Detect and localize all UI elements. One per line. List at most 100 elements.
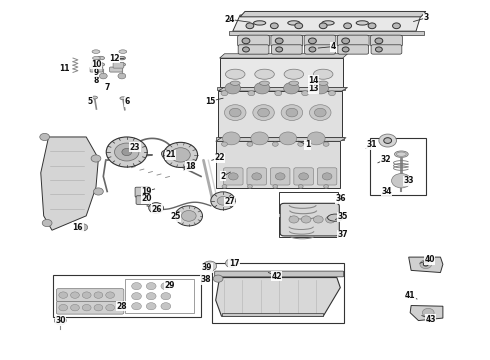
Circle shape <box>258 108 270 117</box>
Polygon shape <box>220 58 343 87</box>
Polygon shape <box>233 15 421 31</box>
Circle shape <box>222 132 240 145</box>
Circle shape <box>423 262 428 266</box>
Text: 14: 14 <box>308 76 318 85</box>
Polygon shape <box>218 91 342 137</box>
Circle shape <box>314 216 323 223</box>
Circle shape <box>308 132 325 145</box>
Polygon shape <box>409 257 443 273</box>
Text: 35: 35 <box>338 212 348 221</box>
Circle shape <box>94 188 103 195</box>
Circle shape <box>149 203 163 213</box>
Circle shape <box>301 216 311 223</box>
Text: 28: 28 <box>117 302 127 311</box>
Text: 23: 23 <box>130 143 140 152</box>
Ellipse shape <box>97 56 104 60</box>
Circle shape <box>273 185 278 188</box>
FancyBboxPatch shape <box>318 168 337 185</box>
Circle shape <box>106 137 147 167</box>
Circle shape <box>225 82 241 94</box>
Circle shape <box>213 275 223 282</box>
Polygon shape <box>216 141 340 188</box>
Ellipse shape <box>255 69 274 79</box>
Ellipse shape <box>97 63 104 66</box>
Text: 31: 31 <box>367 140 377 149</box>
Text: 36: 36 <box>335 194 345 203</box>
Circle shape <box>392 174 411 188</box>
Ellipse shape <box>119 50 127 53</box>
Circle shape <box>254 82 270 94</box>
Circle shape <box>221 91 228 96</box>
Circle shape <box>82 292 91 298</box>
Text: 8: 8 <box>93 76 98 85</box>
Circle shape <box>147 303 156 310</box>
Circle shape <box>42 220 52 226</box>
Circle shape <box>295 23 303 29</box>
Ellipse shape <box>318 81 328 85</box>
Ellipse shape <box>289 81 299 85</box>
Circle shape <box>171 148 190 162</box>
Ellipse shape <box>120 97 126 100</box>
Circle shape <box>224 105 246 121</box>
Ellipse shape <box>253 21 266 25</box>
Circle shape <box>161 303 171 310</box>
Polygon shape <box>216 138 346 141</box>
Circle shape <box>247 185 252 188</box>
FancyBboxPatch shape <box>56 289 124 302</box>
Circle shape <box>221 142 227 146</box>
Circle shape <box>132 303 142 310</box>
Circle shape <box>71 292 79 298</box>
Circle shape <box>94 292 103 298</box>
Circle shape <box>147 283 156 290</box>
Polygon shape <box>240 12 426 17</box>
FancyBboxPatch shape <box>135 187 150 197</box>
Circle shape <box>228 173 238 180</box>
Ellipse shape <box>162 151 172 161</box>
Text: 29: 29 <box>164 281 174 290</box>
Circle shape <box>71 305 79 311</box>
Ellipse shape <box>260 81 270 85</box>
Circle shape <box>275 173 285 180</box>
Circle shape <box>253 105 274 121</box>
Circle shape <box>252 173 262 180</box>
FancyBboxPatch shape <box>91 62 102 68</box>
Circle shape <box>279 132 297 145</box>
FancyBboxPatch shape <box>370 35 402 46</box>
Circle shape <box>115 143 139 161</box>
Circle shape <box>368 23 376 29</box>
Circle shape <box>161 283 171 290</box>
Circle shape <box>225 259 237 267</box>
Circle shape <box>246 23 254 29</box>
Circle shape <box>203 261 217 271</box>
FancyBboxPatch shape <box>271 45 302 54</box>
Circle shape <box>54 316 66 325</box>
Circle shape <box>392 23 400 29</box>
Circle shape <box>118 73 126 79</box>
Text: 5: 5 <box>87 96 92 105</box>
FancyBboxPatch shape <box>136 196 150 204</box>
Text: 11: 11 <box>59 64 70 73</box>
Circle shape <box>329 91 335 96</box>
Circle shape <box>315 108 326 117</box>
Text: 33: 33 <box>403 176 414 185</box>
Text: 26: 26 <box>152 205 162 214</box>
Circle shape <box>298 142 304 146</box>
Ellipse shape <box>93 57 100 60</box>
Circle shape <box>247 142 253 146</box>
Text: 21: 21 <box>166 150 176 159</box>
Circle shape <box>106 305 115 311</box>
Ellipse shape <box>117 57 125 60</box>
Text: 25: 25 <box>171 212 181 221</box>
Circle shape <box>379 134 396 147</box>
Circle shape <box>94 305 103 311</box>
Text: 37: 37 <box>338 230 348 239</box>
Ellipse shape <box>356 21 368 25</box>
Text: 13: 13 <box>308 84 318 93</box>
Circle shape <box>272 142 278 146</box>
Circle shape <box>319 23 327 29</box>
Circle shape <box>181 211 196 221</box>
Bar <box>229 31 424 35</box>
Ellipse shape <box>92 96 98 99</box>
Circle shape <box>82 305 91 311</box>
FancyBboxPatch shape <box>247 168 267 185</box>
